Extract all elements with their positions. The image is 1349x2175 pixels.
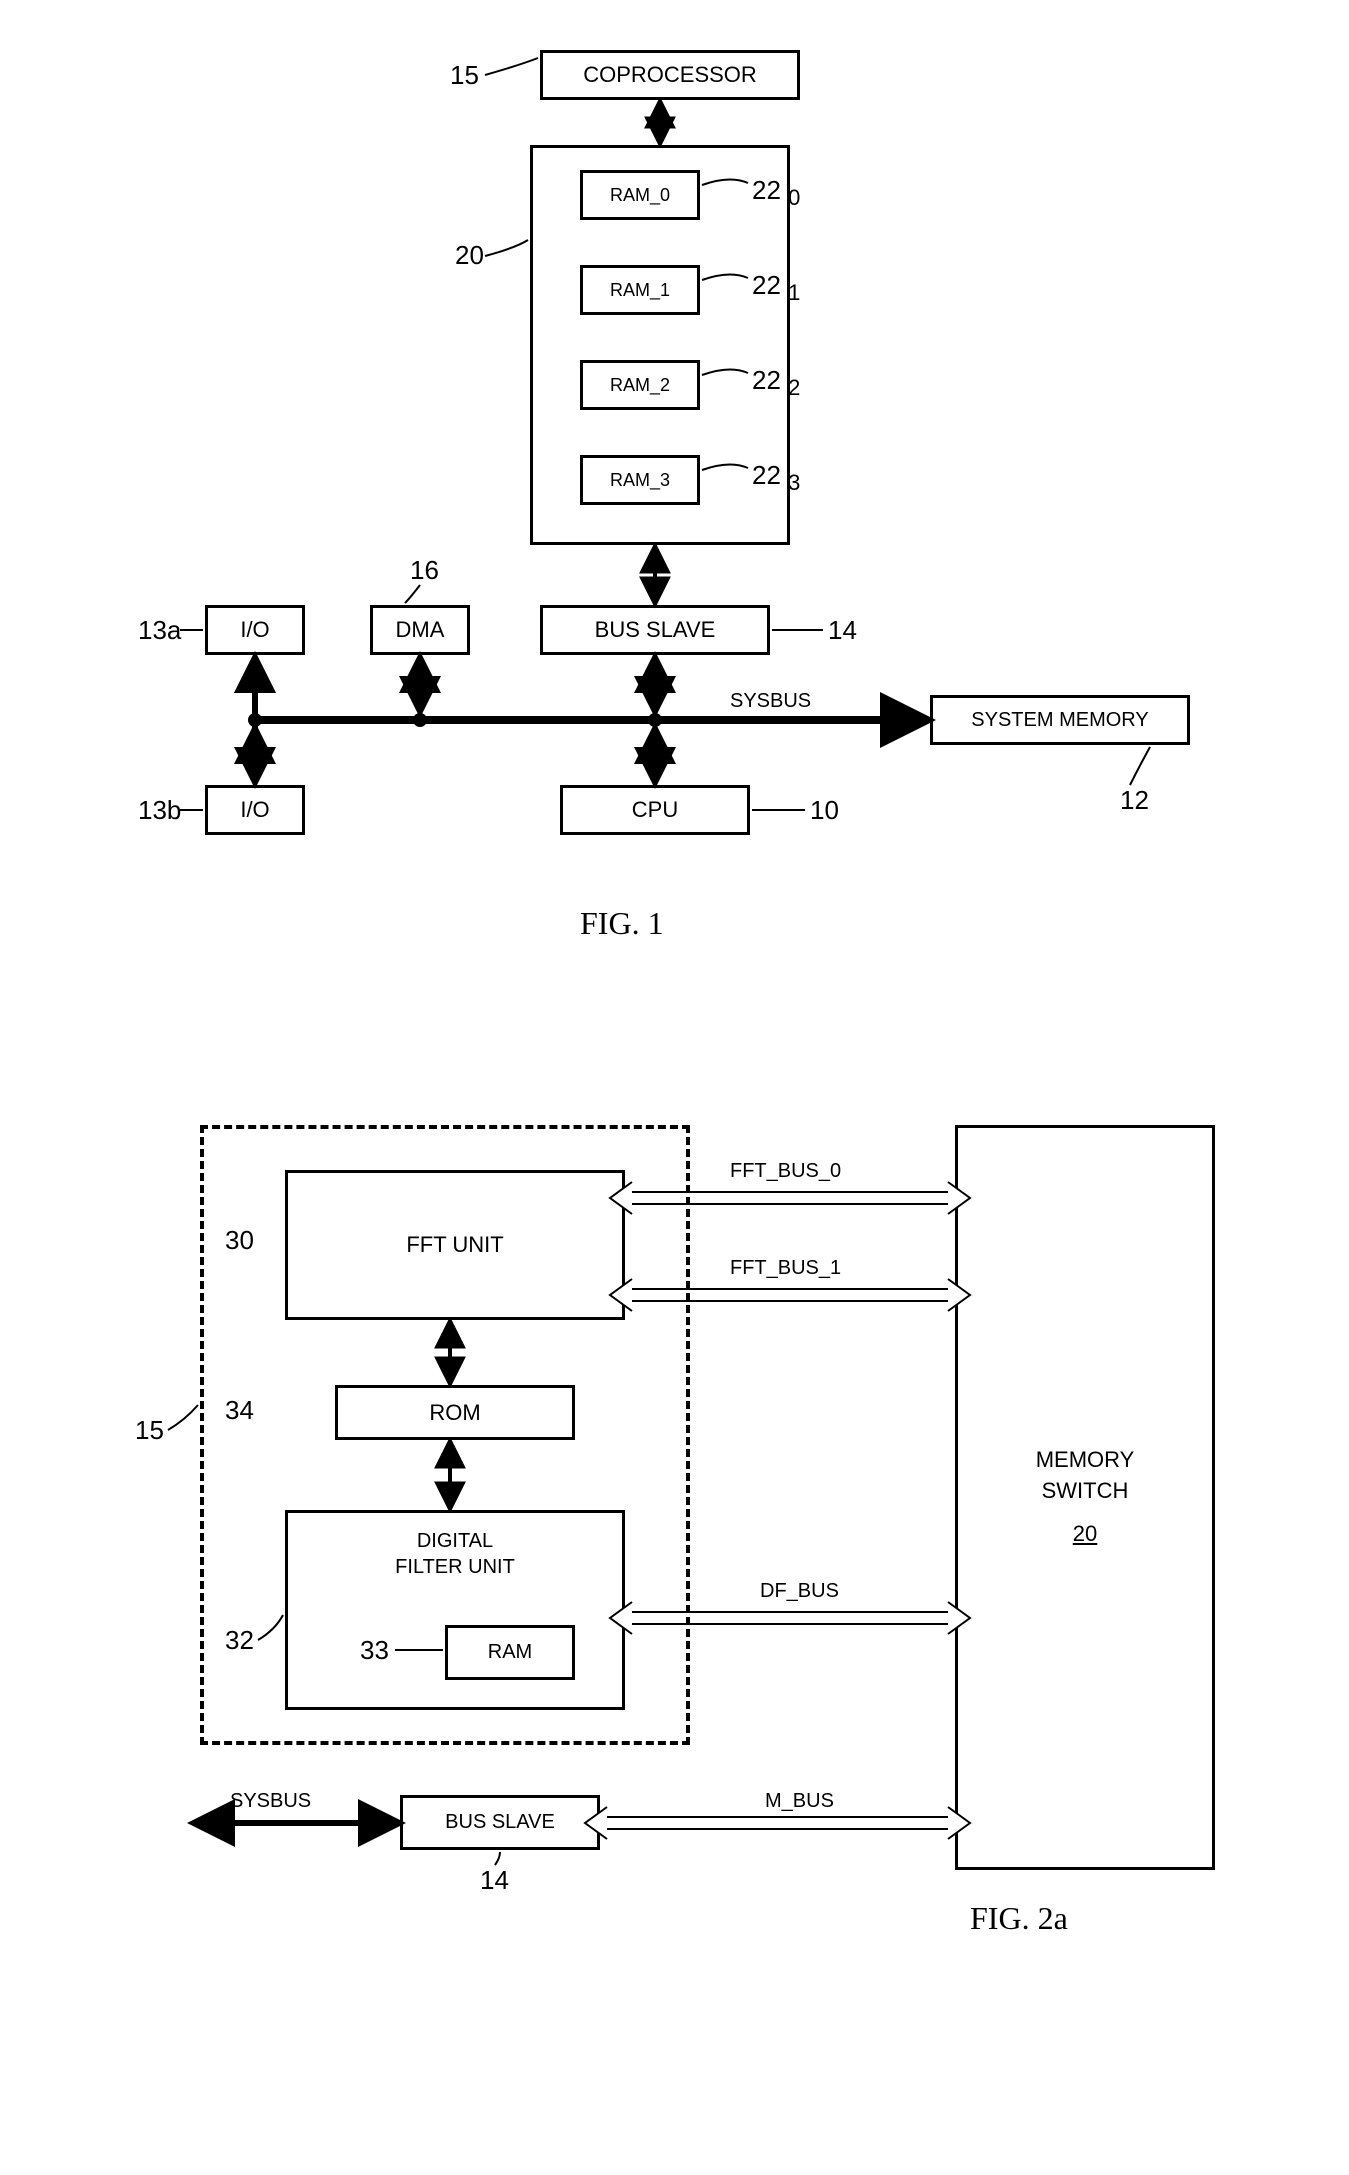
io-top-box: I/O (205, 605, 305, 655)
df-bus-label: DF_BUS (760, 1580, 839, 1603)
rom-label: ROM (429, 1400, 480, 1426)
bus-slave-2-ref: 14 (480, 1865, 509, 1896)
ram-0-box: RAM_0 (580, 170, 700, 220)
bus-slave-ref: 14 (828, 615, 857, 646)
dfu-label: DIGITAL FILTER UNIT (395, 1528, 515, 1580)
sysmem-label: SYSTEM MEMORY (971, 709, 1148, 732)
ram-0-label: RAM_0 (610, 185, 670, 206)
sysmem-box: SYSTEM MEMORY (930, 695, 1190, 745)
figure-2a-caption: FIG. 2a (970, 1900, 1068, 1937)
fft-unit-ref: 30 (225, 1225, 254, 1256)
io-bot-ref: 13b (138, 795, 181, 826)
bus-slave-label: BUS SLAVE (595, 617, 716, 643)
figure-2a: 15 FFT UNIT 30 ROM 34 DIGITAL FILTER UNI… (50, 1120, 1299, 1980)
dfu-ram-ref: 33 (360, 1635, 389, 1666)
io-top-label: I/O (240, 617, 269, 643)
m-bus-label: M_BUS (765, 1790, 834, 1813)
memory-switch-ref: 20 (1073, 1519, 1097, 1550)
dfu-ram-label: RAM (488, 1641, 532, 1664)
bus-slave-box: BUS SLAVE (540, 605, 770, 655)
io-bot-label: I/O (240, 797, 269, 823)
ram-1-box: RAM_1 (580, 265, 700, 315)
dfu-box: DIGITAL FILTER UNIT (285, 1510, 625, 1710)
memory-switch-box: MEMORY SWITCH 20 (955, 1125, 1215, 1870)
figure-1: COPROCESSOR 15 20 RAM_0 22 0 RAM_1 22 1 … (50, 50, 1299, 1000)
coprocessor-group-ref: 15 (135, 1415, 164, 1446)
dfu-ram-box: RAM (445, 1625, 575, 1680)
ram-2-label: RAM_2 (610, 375, 670, 396)
ram-1-label: RAM_1 (610, 280, 670, 301)
fft-unit-label: FFT UNIT (406, 1232, 503, 1258)
rom-ref: 34 (225, 1395, 254, 1426)
figure-1-caption: FIG. 1 (580, 905, 664, 942)
bus-slave-2-label: BUS SLAVE (445, 1811, 555, 1834)
ram-3-box: RAM_3 (580, 455, 700, 505)
dfu-ref: 32 (225, 1625, 254, 1656)
dma-ref: 16 (410, 555, 439, 586)
coprocessor-label: COPROCESSOR (583, 62, 757, 88)
sysbus-2-label: SYSBUS (230, 1790, 311, 1813)
ram-container-ref: 20 (455, 240, 484, 271)
bus-slave-2-box: BUS SLAVE (400, 1795, 600, 1850)
ram-2-box: RAM_2 (580, 360, 700, 410)
io-bot-box: I/O (205, 785, 305, 835)
fft-bus-1-label: FFT_BUS_1 (730, 1257, 841, 1280)
ram-2-ref: 22 2 (752, 365, 800, 401)
cpu-label: CPU (632, 797, 678, 823)
io-top-ref: 13a (138, 615, 181, 646)
cpu-box: CPU (560, 785, 750, 835)
fft-bus-0-label: FFT_BUS_0 (730, 1160, 841, 1183)
rom-box: ROM (335, 1385, 575, 1440)
sysbus-label: SYSBUS (730, 690, 811, 713)
coprocessor-ref: 15 (450, 60, 479, 91)
dma-label: DMA (396, 617, 445, 643)
ram-1-ref: 22 1 (752, 270, 800, 306)
cpu-ref: 10 (810, 795, 839, 826)
fft-unit-box: FFT UNIT (285, 1170, 625, 1320)
memory-switch-label: MEMORY SWITCH (1036, 1445, 1135, 1507)
dma-box: DMA (370, 605, 470, 655)
coprocessor-box: COPROCESSOR (540, 50, 800, 100)
ram-0-ref: 22 0 (752, 175, 800, 211)
ram-3-ref: 22 3 (752, 460, 800, 496)
ram-3-label: RAM_3 (610, 470, 670, 491)
sysmem-ref: 12 (1120, 785, 1149, 816)
